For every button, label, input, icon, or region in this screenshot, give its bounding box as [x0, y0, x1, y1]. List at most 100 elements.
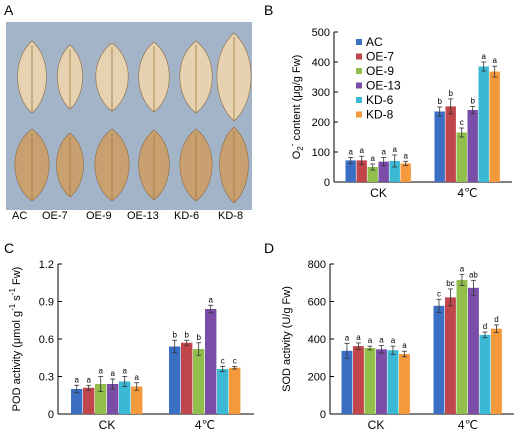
significance-letter: b — [172, 330, 177, 339]
y-axis-label: O2- content (μg/g Fw) — [288, 55, 305, 160]
significance-letter: a — [481, 52, 486, 61]
bar-oe-7-ck — [356, 160, 367, 182]
significance-letter: b — [184, 330, 189, 339]
significance-letter: a — [460, 264, 465, 273]
bar-oe-9-cold — [193, 349, 205, 414]
significance-letter: c — [233, 357, 237, 366]
y-tick-label: 100 — [312, 147, 330, 159]
significance-letter: b — [196, 333, 201, 342]
y-tick-label: 600 — [308, 297, 326, 309]
y-tick-label: 0 — [48, 409, 54, 421]
legend-swatch-oe-9 — [356, 68, 362, 74]
legend-swatch-kd-8 — [356, 111, 362, 118]
legend-label-oe-13: OE-13 — [366, 79, 401, 93]
significance-letter: d — [494, 315, 498, 324]
bar-ac-cold — [169, 346, 181, 414]
bar-oe-7-ck — [353, 346, 364, 414]
bar-kd-8-cold — [489, 71, 500, 182]
bar-oe-9-ck — [364, 348, 376, 414]
significance-letter: b — [470, 96, 475, 105]
x-category-label: 4℃ — [457, 186, 477, 200]
significance-letter: a — [403, 151, 408, 160]
significance-letter: a — [402, 341, 407, 350]
bar-kd-6-cold — [217, 369, 229, 414]
photo-label-ac: AC — [12, 210, 28, 222]
significance-letter: b — [448, 89, 453, 98]
significance-letter: d — [483, 322, 487, 331]
significance-letter: c — [221, 357, 225, 366]
bar-oe-7-ck — [83, 387, 95, 414]
significance-letter: a — [86, 375, 91, 384]
significance-letter: a — [381, 147, 386, 156]
y-tick-label: 800 — [308, 259, 326, 271]
bar-oe-9-ck — [367, 167, 378, 182]
bar-oe-13-ck — [378, 161, 389, 182]
significance-letter: a — [492, 56, 497, 65]
leaf-staining-photo — [6, 22, 252, 210]
bar-oe-9-ck — [95, 384, 107, 414]
significance-letter: a — [74, 375, 79, 384]
photo-label-oe7: OE-7 — [42, 210, 68, 222]
legend-swatch-oe-7 — [356, 53, 362, 60]
y-tick-label: 0.3 — [39, 372, 54, 384]
significance-letter: a — [345, 333, 350, 342]
y-tick-label: 500 — [312, 27, 330, 39]
legend-label-ac: AC — [366, 35, 383, 49]
x-category-label: CK — [368, 418, 385, 432]
bar-oe-9-cold — [456, 132, 467, 182]
photo-label-oe13: OE-13 — [127, 210, 159, 222]
significance-letter: a — [122, 367, 127, 376]
bar-oe-13-cold — [205, 309, 217, 414]
bar-ac-ck — [341, 350, 353, 414]
bar-kd-8-ck — [399, 354, 410, 414]
y-tick-label: 300 — [312, 87, 330, 99]
y-tick-label: 200 — [312, 117, 330, 129]
panel-label-b: B — [264, 2, 274, 18]
significance-letter: a — [208, 295, 213, 304]
significance-letter: a — [391, 336, 396, 345]
bar-oe-13-cold — [467, 110, 478, 182]
significance-letter: a — [359, 146, 364, 155]
legend-label-kd-8: KD-8 — [366, 108, 394, 122]
significance-letter: a — [356, 333, 361, 342]
y-tick-label: 0.6 — [39, 334, 54, 346]
significance-letter: b — [437, 97, 442, 106]
legend-label-oe-7: OE-7 — [366, 50, 394, 64]
significance-letter: a — [379, 336, 384, 345]
significance-letter: a — [134, 373, 139, 382]
y-tick-label: 400 — [308, 334, 326, 346]
bar-oe-13-cold — [468, 287, 479, 414]
significance-letter: a — [370, 154, 375, 163]
bar-kd-8-ck — [400, 163, 411, 182]
y-axis-label: SOD activity (U/g Fw) — [281, 286, 293, 392]
legend-label-kd-6: KD-6 — [366, 93, 394, 107]
leaf-photo-drawing — [6, 22, 252, 210]
x-category-label: CK — [370, 186, 387, 200]
legend-swatch-kd-6 — [356, 97, 362, 103]
bar-ac-cold — [433, 305, 445, 414]
photo-label-oe9: OE-9 — [86, 210, 112, 222]
y-axis-label: POD activity (μmol g-1 s-1 Fw) — [8, 267, 23, 412]
significance-letter: bc — [446, 279, 454, 288]
bar-kd-6-ck — [389, 161, 400, 182]
x-category-label: CK — [99, 418, 116, 432]
y-tick-label: 0.9 — [39, 297, 54, 309]
legend-swatch-oe-13 — [356, 82, 362, 89]
bar-ac-cold — [434, 111, 445, 182]
y-tick-label: 200 — [308, 372, 326, 384]
bar-oe-7-cold — [445, 297, 456, 414]
y-tick-label: 1.2 — [39, 259, 54, 271]
bar-kd-8-ck — [131, 386, 143, 414]
significance-letter: a — [392, 145, 397, 154]
y-tick-label: 0 — [320, 409, 326, 421]
x-category-label: 4℃ — [195, 418, 215, 432]
panel-label-a: A — [4, 2, 14, 18]
bar-ac-ck — [345, 160, 356, 182]
bar-oe-13-ck — [376, 349, 387, 414]
panel-label-c: C — [4, 240, 15, 256]
bar-kd-6-cold — [479, 334, 491, 414]
panel-label-d: D — [264, 240, 275, 256]
